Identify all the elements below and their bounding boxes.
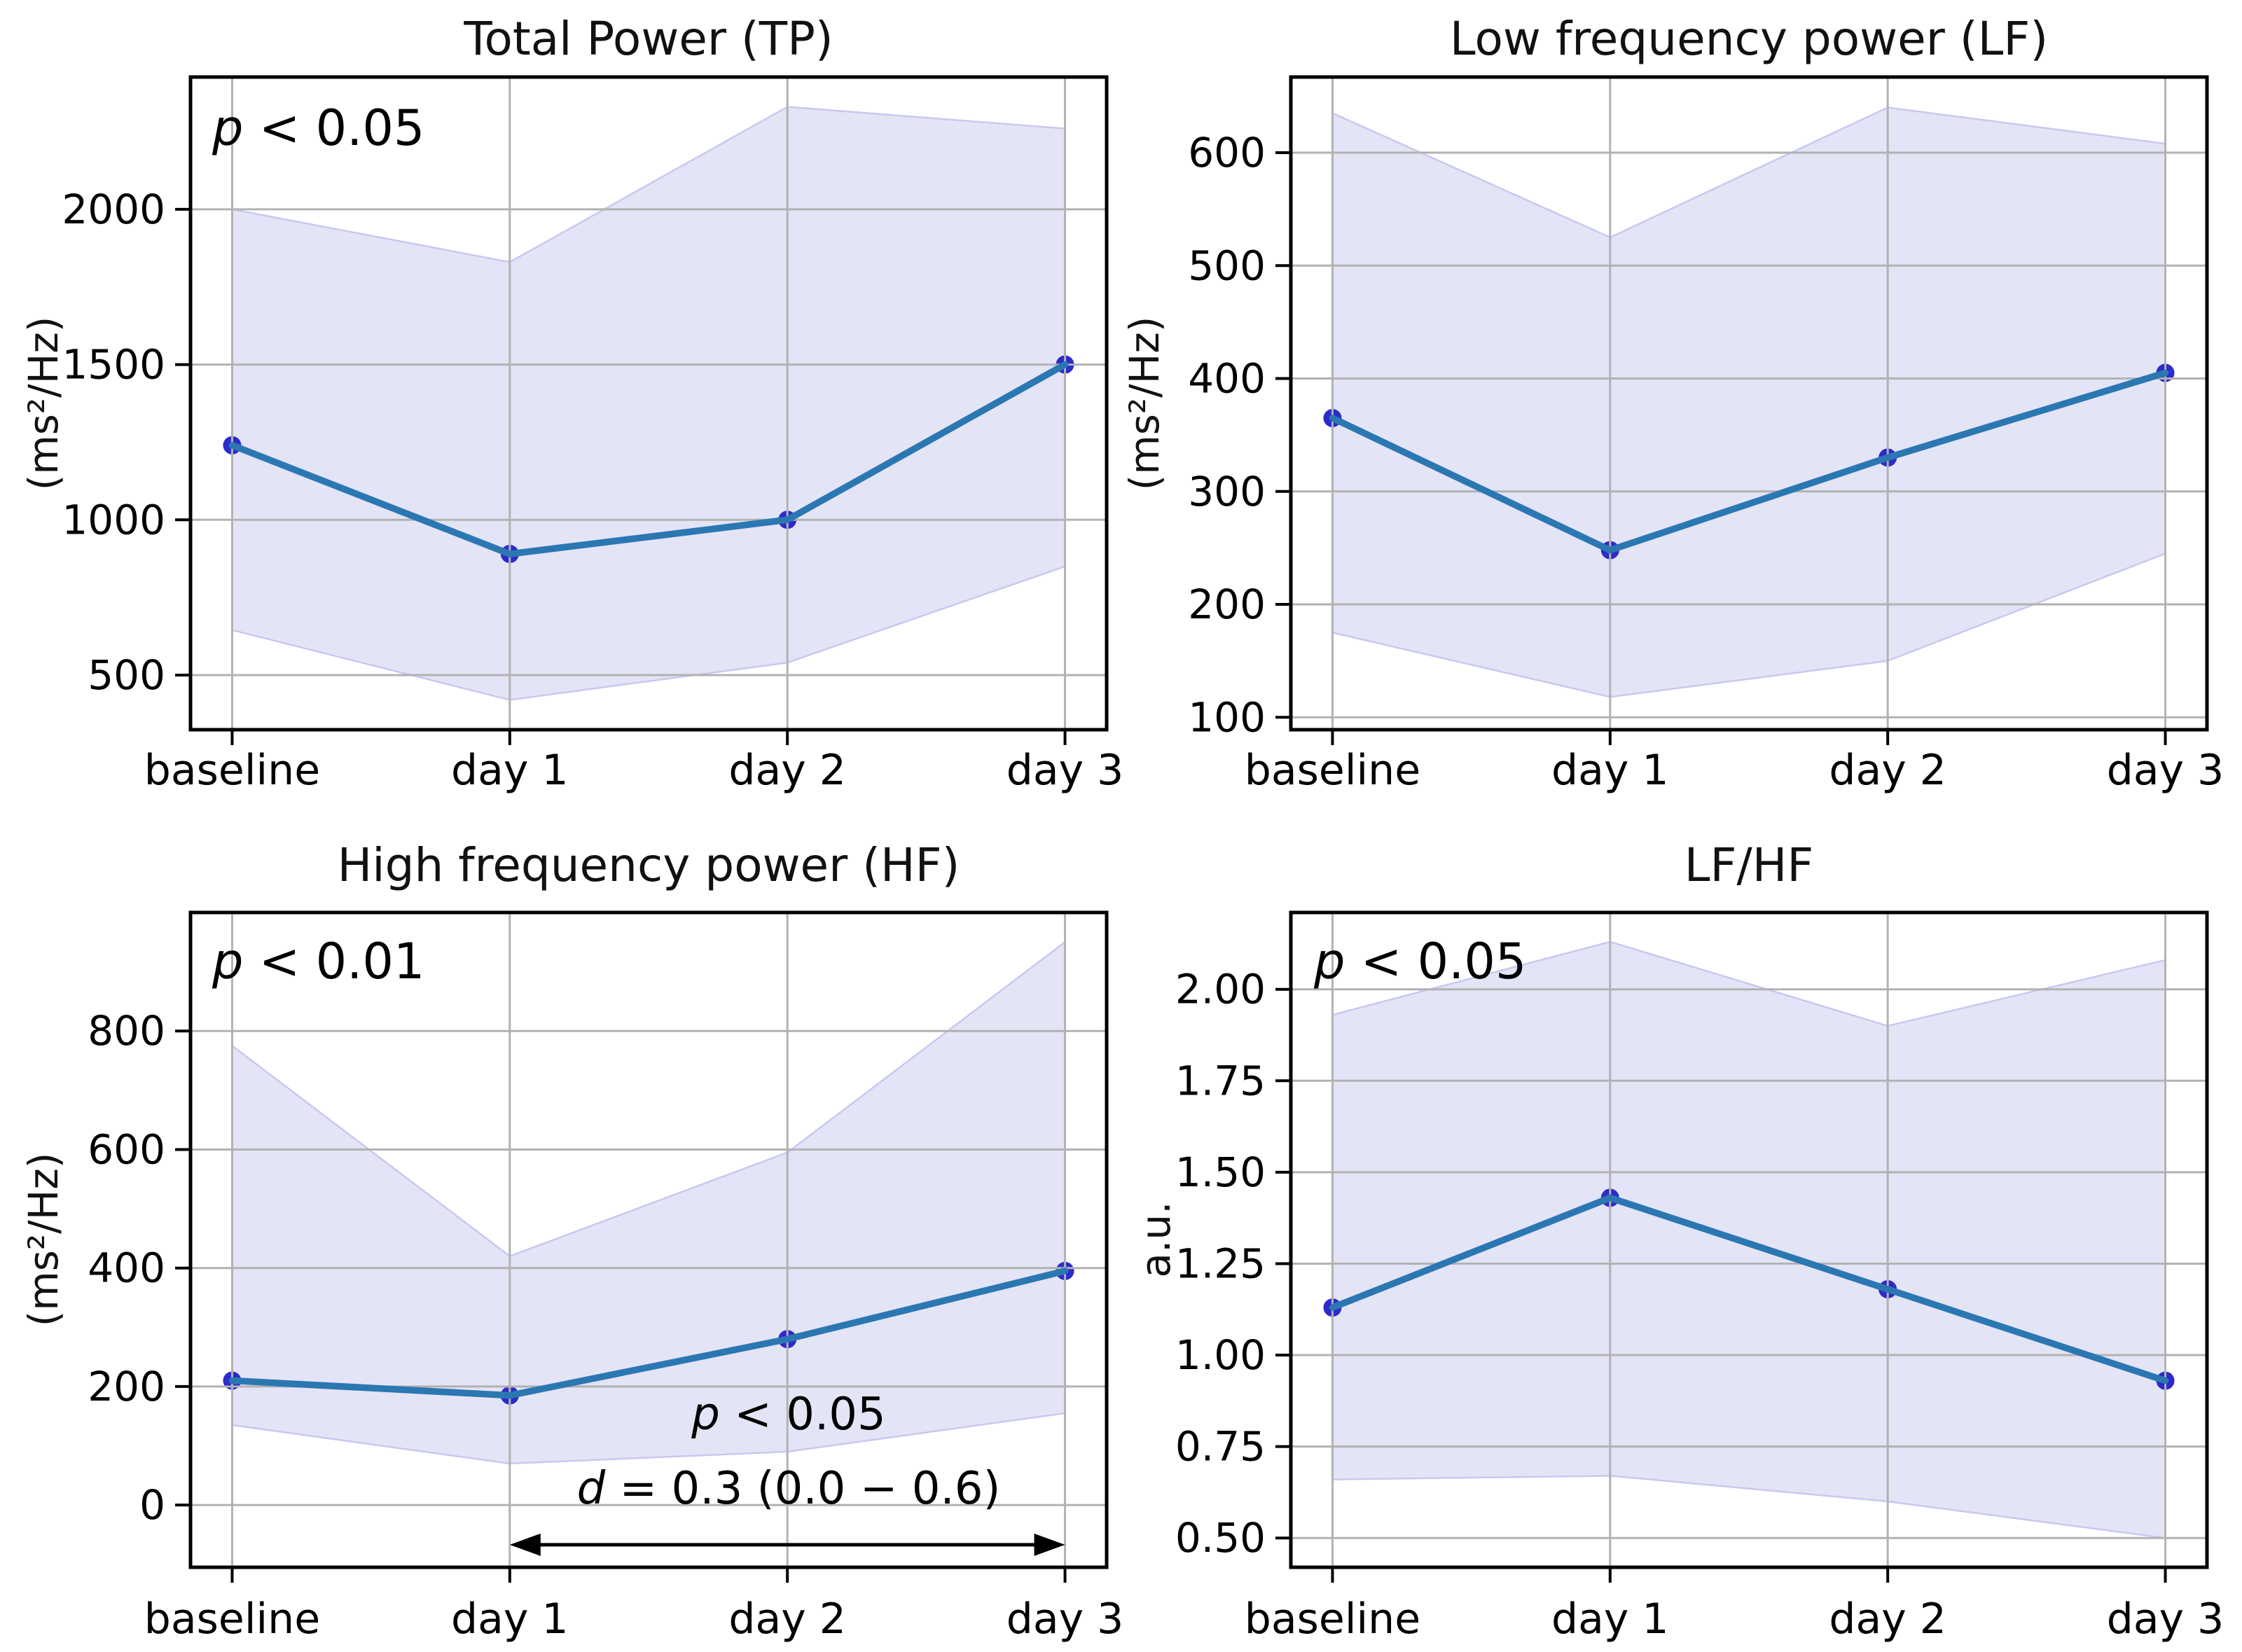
confidence-band bbox=[231, 106, 1066, 701]
x-tick-label: baseline bbox=[1245, 746, 1420, 795]
x-tick-label: baseline bbox=[144, 746, 320, 795]
y-axis-label-lfhf: a.u. bbox=[1132, 1201, 1179, 1278]
y-tick-label: 500 bbox=[88, 651, 165, 699]
panel-tp: 500 1000 1500 2000 baseline day 1 day 2 day 3 bbox=[62, 75, 1124, 795]
x-tick-label: day 3 bbox=[2107, 746, 2224, 795]
significance-note-tp: p < 0.05 bbox=[212, 99, 425, 157]
x-tick-label: day 1 bbox=[451, 746, 569, 795]
x-tick-label: day 3 bbox=[1006, 746, 1124, 795]
x-tick-label: day 3 bbox=[2107, 1595, 2224, 1644]
x-tick-label: baseline bbox=[144, 1595, 320, 1644]
y-tick-label: 600 bbox=[1188, 129, 1266, 176]
panel-title-lf: Low frequency power (LF) bbox=[1449, 12, 2049, 66]
x-tick-label: baseline bbox=[1245, 1595, 1420, 1644]
pairwise-effect-size-label: d = 0.3 (0.0 − 0.6) bbox=[576, 1463, 1001, 1515]
y-tick-label: 100 bbox=[1188, 693, 1266, 741]
mean-line bbox=[228, 361, 1069, 557]
y-tick-label: 1.25 bbox=[1175, 1240, 1266, 1287]
y-tick-label: 800 bbox=[88, 1007, 165, 1055]
y-tick-label: 0.75 bbox=[1175, 1423, 1266, 1471]
y-tick-label: 500 bbox=[1188, 242, 1266, 289]
panel-title-lfhf: LF/HF bbox=[1684, 838, 1814, 892]
axes-spines bbox=[1289, 75, 2209, 732]
x-tick-label: day 1 bbox=[1551, 1595, 1669, 1644]
y-tick-label: 0.50 bbox=[1175, 1514, 1266, 1562]
significance-note-hf: p < 0.01 bbox=[212, 933, 425, 990]
y-tick-label: 0 bbox=[139, 1481, 165, 1529]
y-tick-label: 400 bbox=[88, 1244, 165, 1292]
panel-hf: 0 200 400 600 800 baseline day 1 day 2 day 3 bbox=[88, 910, 1124, 1644]
panel-title-tp: Total Power (TP) bbox=[464, 12, 833, 66]
confidence-band bbox=[1331, 940, 2166, 1539]
confidence-band bbox=[1331, 106, 2166, 698]
y-tick-label: 1.50 bbox=[1175, 1148, 1266, 1196]
y-tick-label: 2.00 bbox=[1175, 966, 1266, 1013]
mean-line bbox=[1329, 369, 2169, 554]
y-tick-label: 1.75 bbox=[1175, 1057, 1266, 1104]
significance-arrow bbox=[509, 1533, 1065, 1556]
axes-spines bbox=[1289, 910, 2209, 1569]
x-tick-label: day 2 bbox=[728, 746, 846, 795]
y-tick-label: 300 bbox=[1188, 468, 1266, 515]
axes-spines bbox=[188, 75, 1109, 732]
significance-note-lfhf: p < 0.05 bbox=[1314, 933, 1527, 990]
y-tick-label: 600 bbox=[88, 1125, 165, 1173]
panel-lfhf: 0.50 0.75 1.00 1.25 1.50 1.75 2.00 baseline day … bbox=[1175, 910, 2224, 1644]
y-axis-label-hf: (ms²/Hz) bbox=[20, 1152, 67, 1327]
y-tick-label: 200 bbox=[88, 1363, 165, 1410]
x-tick-label: day 1 bbox=[1551, 746, 1669, 795]
y-tick-label: 1000 bbox=[62, 496, 165, 543]
y-axis-label-lf: (ms²/Hz) bbox=[1121, 316, 1168, 491]
panel-lf: 100 200 300 400 500 600 baseline day 1 day 2 day … bbox=[1188, 75, 2224, 795]
y-axis-label-tp: (ms²/Hz) bbox=[20, 316, 67, 491]
x-tick-label: day 2 bbox=[1829, 1595, 1946, 1644]
panel-title-hf: High frequency power (HF) bbox=[337, 838, 960, 892]
y-tick-label: 400 bbox=[1188, 355, 1266, 403]
x-tick-label: day 2 bbox=[1829, 746, 1946, 795]
arrowhead-right bbox=[1034, 1533, 1065, 1556]
axes-spines bbox=[188, 910, 1109, 1569]
x-tick-label: day 2 bbox=[728, 1595, 846, 1644]
y-tick-label: 200 bbox=[1188, 581, 1266, 628]
y-tick-label: 1500 bbox=[62, 341, 165, 389]
arrowhead-left bbox=[509, 1533, 541, 1556]
y-tick-label: 2000 bbox=[62, 186, 165, 233]
pairwise-p-value-label: p < 0.05 bbox=[691, 1389, 886, 1441]
mean-line bbox=[1329, 1194, 2169, 1384]
y-tick-label: 1.00 bbox=[1175, 1331, 1266, 1379]
x-tick-label: day 3 bbox=[1006, 1595, 1124, 1644]
mean-line bbox=[228, 1268, 1069, 1399]
x-tick-label: day 1 bbox=[451, 1595, 569, 1644]
